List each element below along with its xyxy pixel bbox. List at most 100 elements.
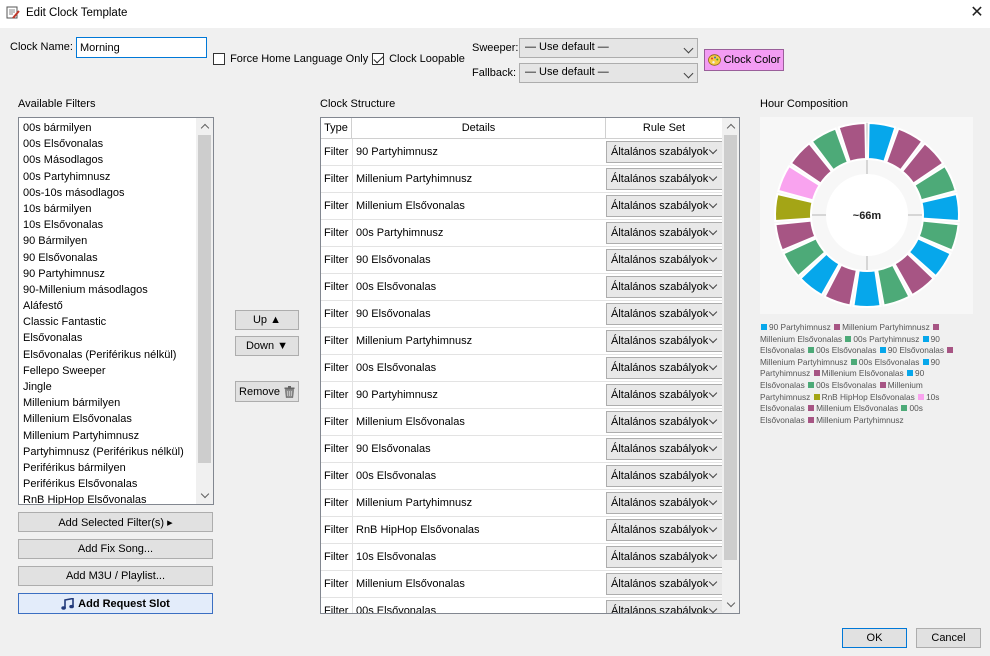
legend-swatch: [808, 405, 815, 412]
list-item[interactable]: 00s Elsővonalas: [23, 138, 104, 151]
rule-set-dropdown[interactable]: Általános szabályok: [606, 411, 723, 433]
list-item[interactable]: RnB HipHop Elsővonalas: [23, 494, 147, 505]
scroll-up-icon[interactable]: [196, 118, 213, 135]
table-row[interactable]: Filter 10s Elsővonalas Általános szabályok: [321, 544, 723, 571]
scroll-up-icon[interactable]: [722, 118, 739, 135]
rule-set-dropdown[interactable]: Általános szabályok: [606, 384, 723, 406]
list-item[interactable]: 90-Millenium másodlagos: [23, 283, 148, 296]
table-row[interactable]: Filter 00s Elsővonalas Általános szabályok: [321, 598, 723, 613]
add-m3u-playlist-button[interactable]: Add M3U / Playlist...: [18, 566, 213, 586]
table-row[interactable]: Filter 90 Elsővonalas Általános szabályok: [321, 436, 723, 463]
table-row[interactable]: Filter Millenium Partyhimnusz Általános sz…: [321, 328, 723, 355]
scrollbar-thumb[interactable]: [724, 135, 737, 560]
scroll-down-icon[interactable]: [722, 596, 739, 613]
rule-set-dropdown[interactable]: Általános szabályok: [606, 438, 723, 460]
available-filters-list[interactable]: 00s bármilyen 00s Elsővonalas 00s Másodlag…: [18, 117, 214, 505]
clock-loopable-checkbox-box[interactable]: [372, 53, 384, 66]
column-details-header[interactable]: Details: [352, 118, 606, 139]
rule-set-dropdown[interactable]: Általános szabályok: [606, 465, 723, 487]
rule-set-dropdown[interactable]: Általános szabályok: [606, 141, 723, 163]
force-home-language-checkbox[interactable]: Force Home Language Only: [213, 53, 368, 66]
table-row[interactable]: Filter RnB HipHop Elsővonalas Általános sz…: [321, 517, 723, 544]
list-item[interactable]: Elsővonalas (Periférikus nélkül): [23, 348, 177, 361]
table-row[interactable]: Filter 90 Elsővonalas Általános szabályok: [321, 301, 723, 328]
list-item[interactable]: 10s bármilyen: [23, 202, 92, 215]
list-item[interactable]: 90 Bármilyen: [23, 235, 88, 248]
rule-set-dropdown[interactable]: Általános szabályok: [606, 195, 723, 217]
list-item[interactable]: 90 Elsővonalas: [23, 251, 98, 264]
rule-set-dropdown[interactable]: Általános szabályok: [606, 222, 723, 244]
list-item[interactable]: Aláfestő: [23, 300, 63, 313]
list-item[interactable]: Classic Fantastic: [23, 316, 107, 329]
cell-details: 00s Elsővonalas: [352, 598, 606, 613]
table-row[interactable]: Filter Millenium Partyhimnusz Általános sz…: [321, 490, 723, 517]
table-row[interactable]: Filter 90 Elsővonalas Általános szabályok: [321, 247, 723, 274]
table-row[interactable]: Filter 90 Partyhimnusz Általános szabályok: [321, 382, 723, 409]
add-selected-filters-button[interactable]: Add Selected Filter(s) ▸: [18, 512, 213, 532]
rule-set-dropdown[interactable]: Általános szabályok: [606, 492, 723, 514]
table-row[interactable]: Filter 00s Partyhimnusz Általános szabályo…: [321, 220, 723, 247]
cancel-button[interactable]: Cancel: [916, 628, 981, 648]
remove-button[interactable]: Remove: [235, 381, 299, 402]
rule-set-dropdown[interactable]: Általános szabályok: [606, 249, 723, 271]
title-bar: Edit Clock Template ✕: [0, 0, 990, 28]
close-icon[interactable]: ✕: [970, 4, 984, 21]
scrollbar-thumb[interactable]: [198, 135, 211, 463]
list-item[interactable]: Partyhimnusz (Periférikus nélkül): [23, 445, 184, 458]
add-request-slot-button[interactable]: Add Request Slot: [18, 593, 213, 614]
table-row[interactable]: Filter Millenium Elsővonalas Általános sza…: [321, 571, 723, 598]
list-item[interactable]: Millenium bármilyen: [23, 397, 121, 410]
list-item[interactable]: 10s Elsővonalas: [23, 219, 104, 232]
list-item[interactable]: 00s Partyhimnusz: [23, 170, 111, 183]
table-row[interactable]: Filter 00s Elsővonalas Általános szabályok: [321, 463, 723, 490]
rule-set-dropdown[interactable]: Általános szabályok: [606, 519, 723, 541]
table-row[interactable]: Filter Millenium Elsővonalas Általános sza…: [321, 409, 723, 436]
list-item[interactable]: Elsővonalas: [23, 332, 83, 345]
column-rule-set-header[interactable]: Rule Set: [606, 118, 723, 139]
list-item[interactable]: 00s Másodlagos: [23, 154, 104, 167]
ok-button[interactable]: OK: [842, 628, 907, 648]
list-item[interactable]: 00s bármilyen: [23, 122, 92, 134]
move-up-button[interactable]: Up ▲: [235, 310, 299, 330]
rule-set-dropdown[interactable]: Általános szabályok: [606, 357, 723, 379]
list-item[interactable]: Fellepo Sweeper: [23, 364, 106, 377]
rule-set-dropdown[interactable]: Általános szabályok: [606, 276, 723, 298]
donut-segment: [876, 263, 911, 307]
table-row[interactable]: Filter 00s Elsővonalas Általános szabályok: [321, 355, 723, 382]
table-row[interactable]: Filter 00s Elsővonalas Általános szabályok: [321, 274, 723, 301]
fallback-label: Fallback:: [472, 67, 517, 79]
list-item[interactable]: 00s-10s másodlagos: [23, 186, 125, 199]
list-item[interactable]: Millenium Elsővonalas: [23, 413, 132, 426]
list-item[interactable]: Jingle: [23, 381, 52, 393]
list-item[interactable]: 90 Partyhimnusz: [23, 267, 105, 280]
table-header: Type Details Rule Set: [321, 118, 723, 139]
move-down-button[interactable]: Down ▼: [235, 336, 299, 356]
rule-set-dropdown[interactable]: Általános szabályok: [606, 573, 723, 595]
clock-loopable-checkbox[interactable]: Clock Loopable: [372, 53, 465, 66]
table-row[interactable]: Filter 90 Partyhimnusz Általános szabályok: [321, 139, 723, 166]
chevron-down-icon: [683, 43, 694, 54]
rule-set-dropdown[interactable]: Általános szabályok: [606, 303, 723, 325]
table-row[interactable]: Filter Millenium Partyhimnusz Általános sz…: [321, 166, 723, 193]
rule-set-dropdown[interactable]: Általános szabályok: [606, 168, 723, 190]
rule-set-dropdown[interactable]: Általános szabályok: [606, 330, 723, 352]
column-type-header[interactable]: Type: [321, 118, 352, 139]
donut-segment: [893, 252, 936, 297]
clock-color-button[interactable]: Clock Color: [704, 49, 784, 71]
list-item[interactable]: Millenium Partyhimnusz: [23, 429, 140, 442]
fallback-dropdown[interactable]: — Use default —: [519, 63, 698, 83]
legend-entry: Millenium Partyhimnusz: [807, 415, 904, 425]
scroll-down-icon[interactable]: [196, 487, 213, 504]
list-item[interactable]: Periférikus bármilyen: [23, 461, 126, 474]
sweeper-dropdown[interactable]: — Use default —: [519, 38, 698, 58]
clock-name-input[interactable]: [76, 37, 207, 58]
list-item[interactable]: Periférikus Elsővonalas: [23, 478, 138, 491]
structure-scrollbar[interactable]: [722, 118, 739, 613]
filters-scrollbar[interactable]: [196, 118, 213, 504]
clock-structure-table[interactable]: Type Details Rule Set Filter 90 Partyhimn…: [320, 117, 740, 614]
table-row[interactable]: Filter Millenium Elsővonalas Általános sza…: [321, 193, 723, 220]
rule-set-dropdown[interactable]: Általános szabályok: [606, 600, 723, 613]
rule-set-dropdown[interactable]: Általános szabályok: [606, 546, 723, 568]
force-home-checkbox-box[interactable]: [213, 53, 225, 66]
add-fix-song-button[interactable]: Add Fix Song...: [18, 539, 213, 559]
